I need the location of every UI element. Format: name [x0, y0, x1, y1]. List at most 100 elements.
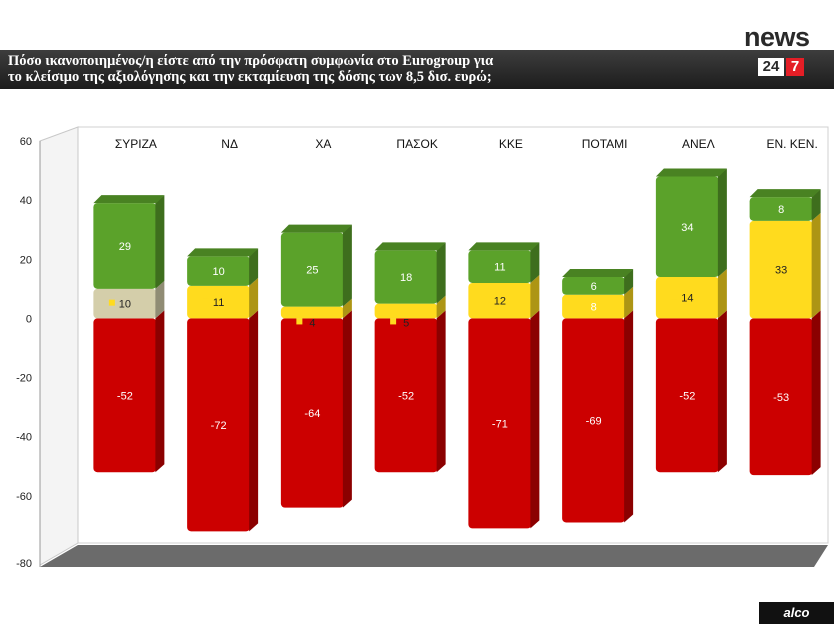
data-label-neutral-marker — [577, 302, 584, 309]
bar-positive-side — [436, 242, 446, 304]
data-label-negative: -64 — [304, 408, 320, 420]
y-tick-label: -60 — [16, 491, 32, 503]
bar-neutral — [468, 282, 532, 319]
bar-neutral-side — [155, 280, 165, 319]
bar-neutral — [562, 294, 626, 319]
bar-positive-top — [749, 189, 821, 198]
y-tick-label: 0 — [26, 313, 32, 325]
bar-positive — [749, 197, 813, 221]
bar-negative — [280, 318, 344, 508]
bar-negative — [562, 318, 626, 523]
bar-negative-side — [624, 310, 634, 523]
data-label-positive: 6 — [591, 281, 597, 293]
category-label: ΚΚΕ — [499, 137, 523, 151]
bar-neutral — [749, 220, 813, 319]
bar-neutral-side — [436, 295, 446, 319]
bar-positive — [93, 203, 157, 289]
bar-negative — [187, 318, 251, 532]
bar-positive — [468, 250, 532, 283]
data-label-neutral-marker — [296, 318, 303, 325]
bar-neutral — [280, 306, 344, 319]
data-label-positive: 11 — [494, 262, 505, 274]
y-tick-label: 60 — [20, 136, 32, 148]
data-label-positive: 18 — [400, 272, 412, 284]
data-label-negative: -69 — [586, 415, 602, 427]
bar-neutral-side — [530, 274, 540, 319]
category-label: ΠΟΤΑΜΙ — [582, 137, 628, 151]
side-wall — [39, 126, 79, 566]
y-tick-label: -20 — [16, 373, 32, 385]
data-label-neutral: 5 — [403, 317, 409, 329]
bar-positive — [280, 232, 344, 307]
bar-positive-side — [717, 168, 727, 278]
category-label: ΑΝΕΛ — [682, 137, 715, 151]
bar-neutral-side — [811, 212, 821, 319]
bar-positive — [187, 256, 251, 286]
data-label-neutral: 33 — [775, 265, 787, 277]
data-label-negative: -52 — [398, 390, 414, 402]
y-tick-label: 40 — [20, 195, 32, 207]
bar-neutral-side — [249, 277, 259, 319]
bar-negative — [749, 318, 813, 476]
bar-positive-top — [187, 248, 259, 257]
data-label-neutral: 4 — [309, 317, 315, 329]
y-tick-label: 20 — [20, 254, 32, 266]
chart-title: Πόσο ικανοποιημένος/η είστε από την πρόσ… — [8, 53, 708, 85]
data-label-neutral-marker — [483, 296, 490, 303]
bar-negative — [468, 318, 532, 529]
y-tick-label: -80 — [16, 558, 32, 570]
bar-positive — [562, 277, 626, 295]
data-label-neutral-marker — [202, 298, 209, 305]
bar-negative-side — [155, 310, 165, 473]
data-label-negative: -72 — [211, 420, 227, 432]
data-label-neutral-marker — [671, 293, 678, 300]
bar-neutral — [187, 285, 251, 319]
data-label-neutral: 14 — [681, 293, 693, 305]
bar-positive-top — [655, 168, 727, 177]
bar-neutral-side — [624, 286, 634, 319]
bar-negative-side — [530, 310, 540, 529]
title-bar: Πόσο ικανοποιημένος/η είστε από την πρόσ… — [0, 50, 834, 89]
data-label-negative: -71 — [492, 418, 508, 430]
title-line-2: το κλείσιμο της αξιολόγησης και την εκτα… — [8, 69, 492, 85]
bar-negative — [655, 318, 719, 473]
bar-negative-side — [811, 310, 821, 476]
bar-positive-side — [155, 195, 165, 289]
bar-positive-top — [468, 242, 540, 251]
data-label-negative: -52 — [117, 390, 133, 402]
category-label: ΧΑ — [315, 137, 331, 151]
logo-background — [728, 24, 834, 50]
data-label-neutral: 11 — [213, 297, 224, 309]
data-label-neutral: 10 — [119, 299, 131, 311]
data-label-neutral: 12 — [494, 296, 506, 308]
bar-negative-side — [436, 310, 446, 473]
data-label-neutral: 8 — [591, 302, 597, 314]
bar-neutral — [655, 277, 719, 319]
data-label-neutral-marker — [108, 299, 115, 306]
category-label: ΕΝ. ΚΕΝ. — [766, 137, 817, 151]
bar-positive-top — [562, 269, 634, 278]
data-label-neutral-marker — [390, 318, 397, 325]
data-label-negative: -53 — [773, 392, 789, 404]
data-label-neutral-marker — [765, 265, 772, 272]
bar-negative-side — [342, 310, 352, 508]
bar-positive — [655, 176, 719, 278]
bar-positive — [374, 250, 438, 304]
data-label-positive: 29 — [119, 241, 131, 253]
chart-floor — [40, 545, 828, 567]
source-logo: alco — [759, 602, 834, 624]
bar-positive-side — [530, 242, 540, 283]
bar-positive-top — [93, 195, 165, 204]
logo-number-7: 7 — [786, 58, 804, 76]
data-label-positive: 34 — [681, 222, 693, 234]
bar-negative — [93, 318, 157, 473]
y-tick-label: -40 — [16, 432, 32, 444]
data-label-positive: 8 — [778, 204, 784, 216]
category-label: ΠΑΣΟΚ — [396, 137, 437, 151]
bar-positive-top — [280, 224, 352, 233]
bar-positive-side — [811, 189, 821, 221]
bar-neutral-side — [717, 269, 727, 319]
data-label-negative: -52 — [679, 390, 695, 402]
category-label: ΝΔ — [221, 137, 238, 151]
